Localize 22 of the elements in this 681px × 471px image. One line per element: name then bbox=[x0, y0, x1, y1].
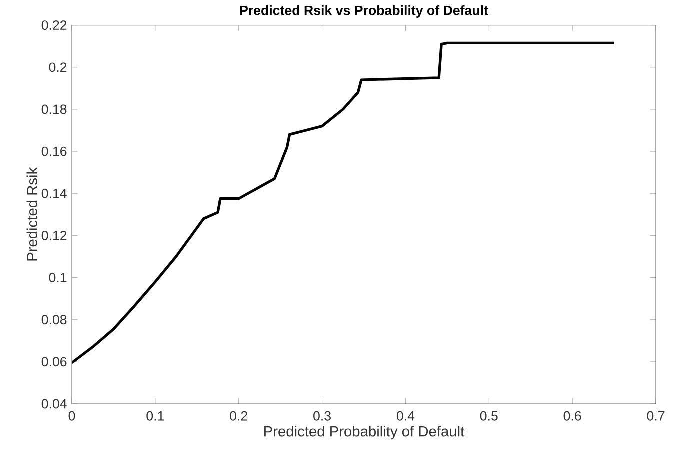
x-axis-title: Predicted Probability of Default bbox=[264, 426, 465, 440]
chart-title: Predicted Rsik vs Probability of Default bbox=[240, 6, 488, 18]
y-tick-label: 0.04 bbox=[42, 399, 67, 409]
x-tick-label: 0.7 bbox=[647, 411, 665, 421]
x-tick-label: 0.5 bbox=[480, 411, 498, 421]
y-tick-label: 0.18 bbox=[42, 104, 67, 114]
y-tick-label: 0.22 bbox=[42, 20, 67, 30]
y-tick-label: 0.2 bbox=[49, 62, 67, 72]
x-tick-label: 0.2 bbox=[230, 411, 248, 421]
x-tick-label: 0 bbox=[68, 411, 76, 421]
y-tick-label: 0.06 bbox=[42, 357, 67, 367]
x-tick-label: 0.4 bbox=[396, 411, 415, 421]
x-tick-label: 0.1 bbox=[146, 411, 164, 421]
x-tick-label: 0.3 bbox=[314, 411, 331, 421]
y-tick-label: 0.14 bbox=[42, 188, 67, 198]
line-series bbox=[72, 42, 616, 364]
x-tick-label: 0.6 bbox=[564, 411, 582, 421]
y-tick-label: 0.16 bbox=[42, 146, 67, 156]
y-tick-label: 0.08 bbox=[42, 315, 67, 325]
y-tick-label: 0.12 bbox=[42, 230, 67, 240]
y-axis-title: Predicted Rsik bbox=[26, 167, 38, 261]
y-tick-label: 0.1 bbox=[49, 273, 67, 282]
